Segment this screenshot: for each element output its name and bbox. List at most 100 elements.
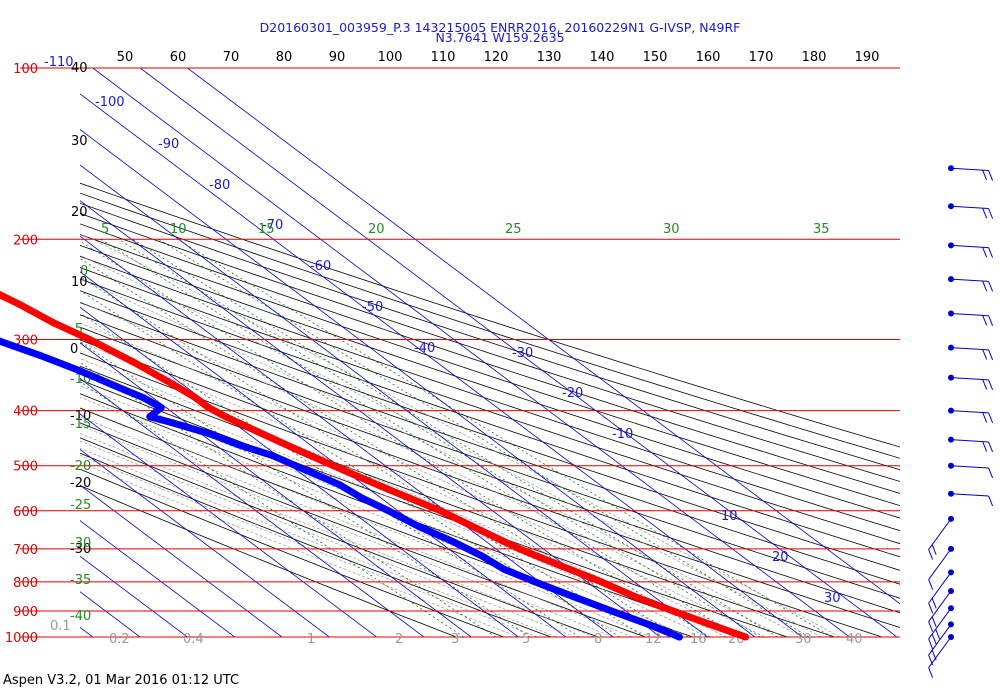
temperature-trace-point xyxy=(557,562,565,570)
mixing-ratio-line xyxy=(80,290,620,637)
wind-barb xyxy=(928,634,954,678)
wind-barb xyxy=(948,242,994,258)
mixing-ratio-label: 0.4 xyxy=(183,632,204,647)
pressure-label: 100 xyxy=(13,62,38,77)
wind-barb-feather xyxy=(988,412,994,424)
wind-barb-staff xyxy=(950,244,989,249)
dry-adiabat-line xyxy=(80,192,900,459)
theta-label: 20 xyxy=(368,222,385,237)
isotherm-line xyxy=(80,128,756,637)
isotherm-line xyxy=(80,306,519,637)
theta-label: 15 xyxy=(258,222,275,237)
dry-adiabat-line xyxy=(80,393,741,637)
pressure-label: 1000 xyxy=(5,631,38,646)
wind-barb xyxy=(928,587,954,632)
wind-barb-staff xyxy=(928,572,952,604)
isotherm-label: -30 xyxy=(512,346,533,361)
wind-barb-feather xyxy=(988,379,994,391)
isotherm-label: -80 xyxy=(209,178,230,193)
pressure-label: 900 xyxy=(13,605,38,620)
wind-barb xyxy=(928,605,954,650)
wind-barb-staff xyxy=(950,410,989,414)
left-temp-label: 20 xyxy=(71,205,88,220)
mixing-ratio-line xyxy=(80,258,679,637)
wind-barb-feather xyxy=(988,441,994,453)
temperature-trace-point xyxy=(192,394,200,402)
temperature-trace-point xyxy=(86,336,94,343)
dewpoint-trace-point xyxy=(207,430,215,438)
left-temp-label: 40 xyxy=(71,61,88,76)
dry-adiabat-line xyxy=(80,202,900,471)
temperature-trace-point xyxy=(597,578,605,586)
dry-adiabat-line xyxy=(80,365,835,637)
moist-adiabat-line xyxy=(80,255,822,637)
wind-barb-feather xyxy=(988,170,994,181)
footer-text: Aspen V3.2, 01 Mar 2016 01:12 UTC xyxy=(3,673,240,688)
dry-adiabat-line xyxy=(80,182,900,448)
wind-barb xyxy=(948,165,994,181)
wind-barb-feather xyxy=(928,549,934,560)
isotherm-label: -110 xyxy=(44,55,74,70)
dry-adiabat-line xyxy=(80,234,900,507)
pressure-label: 500 xyxy=(13,460,38,475)
dry-adiabat-line xyxy=(80,379,788,637)
top-temp-label: 70 xyxy=(223,50,240,65)
dry-adiabats xyxy=(80,182,900,637)
isotherm-line xyxy=(80,449,330,637)
wind-barb-staff xyxy=(950,205,989,210)
dry-adiabat-line xyxy=(80,255,900,532)
pressure-label: 800 xyxy=(13,576,38,591)
dry-adiabat-line xyxy=(80,452,552,637)
moist-adiabat-line xyxy=(92,239,841,637)
isotherm-label: 10 xyxy=(721,509,738,524)
wind-barb-staff xyxy=(928,636,952,669)
mixing-ratio-label: 5 xyxy=(522,632,530,647)
wind-barb xyxy=(948,310,994,326)
dewpoint-trace-point xyxy=(157,404,165,411)
dry-adiabat-line xyxy=(80,339,900,629)
dewpoint-trace-point xyxy=(385,507,392,515)
temperature-trace-point xyxy=(384,485,392,493)
dry-adiabat-line xyxy=(80,326,900,614)
isotherm-line xyxy=(92,68,850,637)
top-temp-label: 160 xyxy=(696,50,721,65)
wind-barb-staff xyxy=(928,607,952,640)
top-temp-label: 50 xyxy=(117,50,134,65)
dewpoint-trace-point xyxy=(75,366,83,374)
temperature-trace-point xyxy=(341,467,348,475)
dewpoint-trace-point xyxy=(644,620,652,628)
dewpoint-trace-point xyxy=(415,523,423,531)
isotherm-line xyxy=(80,484,283,637)
wind-barb-staff xyxy=(950,347,989,351)
mixing-ratio-line xyxy=(158,239,810,637)
temperature-trace-point xyxy=(742,633,749,641)
wind-barb-feather xyxy=(935,629,941,640)
temperature-trace-point xyxy=(516,545,523,553)
mixing-ratio-label: 8 xyxy=(594,632,602,647)
isotherm-line xyxy=(80,93,803,637)
isotherm-label: -50 xyxy=(362,300,383,315)
theta-label: 5 xyxy=(101,222,109,237)
wind-barb-feather xyxy=(928,667,934,678)
isotherm-line xyxy=(187,68,900,605)
isotherm-label: -90 xyxy=(158,137,179,152)
wind-barb xyxy=(948,344,994,361)
chart-title: D20160301_003959_P.3 143215005 ENRR2016,… xyxy=(259,20,741,35)
wind-barb xyxy=(948,276,994,292)
wind-barb-feather xyxy=(928,638,934,650)
dewpoint-trace-point xyxy=(608,607,616,615)
wind-barb-staff xyxy=(950,377,989,381)
left-temp-label: 30 xyxy=(71,134,88,149)
wind-barb-feather xyxy=(982,379,988,390)
wind-barb xyxy=(928,621,954,666)
isotherm-label: -10 xyxy=(612,427,633,442)
wind-barb xyxy=(948,203,994,219)
left-temp-label: -30 xyxy=(70,542,91,557)
temperature-trace-point xyxy=(477,527,485,534)
wind-barb-feather xyxy=(931,544,937,555)
isotherm-label: 20 xyxy=(772,550,789,565)
dewpoint-trace-point xyxy=(336,481,344,489)
isotherm-label: 30 xyxy=(824,591,841,606)
wind-barb-feather xyxy=(982,247,988,258)
wind-barb-staff xyxy=(950,439,989,443)
